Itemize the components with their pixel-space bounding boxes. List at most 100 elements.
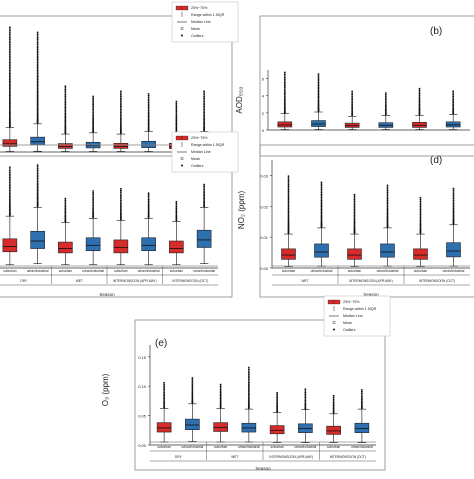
y-tick-label: 6 (262, 77, 265, 82)
box-iqr (30, 230, 45, 249)
outlier-point (92, 113, 95, 115)
outlier-point (351, 107, 354, 110)
outlier-point (8, 69, 11, 72)
outlier-point (452, 191, 455, 193)
outlier-point (163, 394, 166, 397)
outlier-point (119, 194, 122, 197)
outlier-point (8, 56, 11, 59)
outlier-point (386, 184, 389, 187)
outlier-point (163, 401, 166, 404)
outlier-point (163, 393, 166, 396)
outlier-point (287, 195, 290, 198)
outlier-point (219, 390, 222, 392)
outlier-point (452, 207, 455, 210)
outlier-point (175, 104, 178, 106)
y-tick-label: 4 (262, 94, 265, 99)
outlier-point (320, 208, 323, 211)
outlier-point (203, 107, 206, 109)
outlier-point (452, 210, 455, 213)
outlier-point (287, 217, 290, 220)
outlier-point (119, 207, 122, 209)
outlier-point (8, 91, 11, 94)
outlier-point (332, 396, 335, 399)
outlier-point (351, 109, 354, 112)
outlier-point (147, 203, 150, 206)
outlier-point (351, 105, 354, 107)
outlier-point (419, 220, 422, 223)
outlier-point (36, 193, 39, 196)
outlier-point (320, 214, 323, 217)
legend-label: Mean (191, 27, 200, 31)
outlier-point (119, 90, 122, 93)
outlier-point (36, 186, 39, 189)
box-iqr (344, 122, 360, 128)
outlier-point (92, 207, 95, 210)
outlier-point (36, 61, 39, 64)
outlier-point (247, 368, 250, 371)
outlier-point (8, 41, 11, 44)
outlier-point (36, 177, 39, 180)
outlier-point (452, 202, 455, 205)
outlier-point (36, 88, 39, 91)
outlier-point (8, 188, 11, 190)
outlier-point (353, 221, 356, 224)
outlier-point (419, 223, 422, 226)
outlier-point (320, 193, 323, 196)
outlier-point (8, 35, 11, 37)
outlier-point (147, 193, 150, 196)
outlier-point (119, 212, 122, 215)
outlier-point (304, 391, 307, 394)
outlier-point (317, 95, 320, 98)
outlier-point (287, 219, 290, 222)
outlier-point (304, 398, 307, 400)
outlier-point (8, 96, 11, 98)
outlier-point (384, 108, 387, 111)
outlier-point (353, 216, 356, 218)
box-5 (412, 87, 427, 130)
box-iqr (169, 240, 184, 254)
box-3 (347, 193, 362, 267)
outlier-point (8, 206, 11, 209)
y-tick-label: 0.10 (138, 384, 147, 389)
outlier-point (320, 189, 323, 192)
outlier-point (353, 220, 356, 223)
outlier-point (147, 99, 150, 102)
outlier-point (276, 391, 279, 394)
y-tick-label: 2 (262, 111, 265, 116)
outlier-point (276, 402, 279, 405)
category-label: suburban (114, 269, 128, 273)
y-tick-label: 0.00 (138, 443, 147, 448)
box-iqr (380, 243, 395, 258)
outlier-point (8, 80, 11, 83)
outlier-point (191, 388, 194, 391)
outlier-point (36, 48, 39, 51)
outlier-point (64, 207, 67, 210)
box-4 (378, 92, 394, 130)
outlier-point (353, 217, 356, 220)
category-label: suburban (214, 445, 228, 449)
box-7 (169, 200, 184, 266)
outlier-point (452, 196, 455, 199)
outlier-point (247, 370, 250, 372)
box-iqr (412, 121, 427, 128)
outlier-point (8, 50, 11, 53)
outlier-point (8, 203, 11, 206)
outlier-point (8, 192, 11, 195)
outlier-point (36, 45, 39, 48)
outlier-point (191, 380, 194, 383)
outlier-point (147, 117, 150, 119)
outlier-point (8, 191, 11, 193)
outlier-point (8, 51, 11, 54)
box-6 (141, 192, 156, 266)
outlier-point (203, 122, 206, 125)
outlier-point (219, 394, 222, 397)
outlier-point (8, 189, 11, 192)
legend-label: Outliers (191, 34, 204, 38)
outlier-point (8, 93, 11, 96)
outlier-point (418, 92, 421, 95)
outlier-point (92, 105, 95, 108)
outlier-point (64, 88, 67, 91)
outlier-point (317, 93, 320, 96)
outlier-point (418, 95, 421, 98)
outlier-point (36, 83, 39, 85)
